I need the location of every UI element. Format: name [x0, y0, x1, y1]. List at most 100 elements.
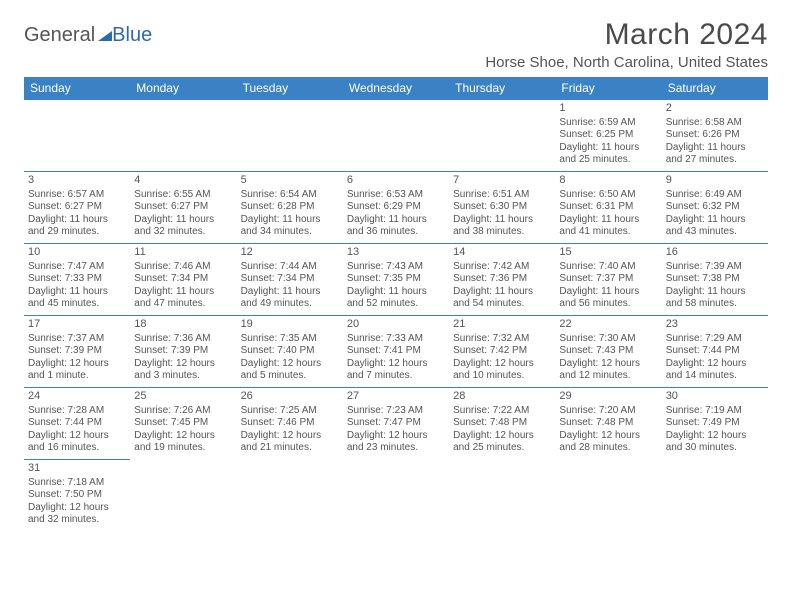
daylight-text: Daylight: 11 hours	[559, 286, 657, 299]
calendar-cell: 25Sunrise: 7:26 AMSunset: 7:45 PMDayligh…	[130, 388, 236, 460]
sunset-text: Sunset: 7:48 PM	[559, 417, 657, 430]
sunset-text: Sunset: 7:46 PM	[241, 417, 339, 430]
day-number: 5	[241, 174, 339, 188]
day-header: Tuesday	[237, 77, 343, 100]
page-title: March 2024	[485, 18, 768, 52]
day-number: 25	[134, 390, 232, 404]
calendar-cell: 4Sunrise: 6:55 AMSunset: 6:27 PMDaylight…	[130, 172, 236, 244]
daylight-text: Daylight: 11 hours	[666, 142, 764, 155]
day-number: 15	[559, 246, 657, 260]
calendar-cell: 15Sunrise: 7:40 AMSunset: 7:37 PMDayligh…	[555, 244, 661, 316]
sunrise-text: Sunrise: 6:59 AM	[559, 117, 657, 130]
day-number: 12	[241, 246, 339, 260]
sunset-text: Sunset: 6:32 PM	[666, 201, 764, 214]
sunrise-text: Sunrise: 7:32 AM	[453, 333, 551, 346]
calendar-cell: 23Sunrise: 7:29 AMSunset: 7:44 PMDayligh…	[662, 316, 768, 388]
sunrise-text: Sunrise: 6:55 AM	[134, 189, 232, 202]
day-number: 7	[453, 174, 551, 188]
day-header: Monday	[130, 77, 236, 100]
day-number: 10	[28, 246, 126, 260]
day-header: Saturday	[662, 77, 768, 100]
sunrise-text: Sunrise: 7:26 AM	[134, 405, 232, 418]
daylight-text: and 41 minutes.	[559, 226, 657, 239]
logo-text-general: General	[24, 24, 95, 47]
sunset-text: Sunset: 6:30 PM	[453, 201, 551, 214]
daylight-text: and 43 minutes.	[666, 226, 764, 239]
calendar-cell: 9Sunrise: 6:49 AMSunset: 6:32 PMDaylight…	[662, 172, 768, 244]
day-number: 11	[134, 246, 232, 260]
daylight-text: Daylight: 11 hours	[559, 214, 657, 227]
day-number: 30	[666, 390, 764, 404]
calendar-cell-empty	[343, 460, 449, 532]
daylight-text: and 16 minutes.	[28, 442, 126, 455]
sunrise-text: Sunrise: 6:57 AM	[28, 189, 126, 202]
sunset-text: Sunset: 7:49 PM	[666, 417, 764, 430]
daylight-text: and 27 minutes.	[666, 154, 764, 167]
calendar-row: 24Sunrise: 7:28 AMSunset: 7:44 PMDayligh…	[24, 388, 768, 460]
daylight-text: and 14 minutes.	[666, 370, 764, 383]
calendar-cell: 26Sunrise: 7:25 AMSunset: 7:46 PMDayligh…	[237, 388, 343, 460]
daylight-text: and 12 minutes.	[559, 370, 657, 383]
calendar-cell-empty	[24, 100, 130, 172]
calendar-header: SundayMondayTuesdayWednesdayThursdayFrid…	[24, 77, 768, 100]
sunrise-text: Sunrise: 7:36 AM	[134, 333, 232, 346]
daylight-text: and 10 minutes.	[453, 370, 551, 383]
sunrise-text: Sunrise: 7:28 AM	[28, 405, 126, 418]
calendar-cell-empty	[449, 460, 555, 532]
day-number: 29	[559, 390, 657, 404]
sunrise-text: Sunrise: 6:53 AM	[347, 189, 445, 202]
calendar-cell-empty	[237, 460, 343, 532]
daylight-text: and 38 minutes.	[453, 226, 551, 239]
sunset-text: Sunset: 6:27 PM	[28, 201, 126, 214]
sunset-text: Sunset: 6:26 PM	[666, 129, 764, 142]
sunset-text: Sunset: 6:29 PM	[347, 201, 445, 214]
sunset-text: Sunset: 7:44 PM	[666, 345, 764, 358]
day-number: 14	[453, 246, 551, 260]
daylight-text: Daylight: 12 hours	[28, 502, 126, 515]
sunset-text: Sunset: 7:40 PM	[241, 345, 339, 358]
daylight-text: and 54 minutes.	[453, 298, 551, 311]
sunset-text: Sunset: 6:31 PM	[559, 201, 657, 214]
calendar-cell: 7Sunrise: 6:51 AMSunset: 6:30 PMDaylight…	[449, 172, 555, 244]
daylight-text: Daylight: 12 hours	[559, 430, 657, 443]
daylight-text: Daylight: 12 hours	[347, 430, 445, 443]
calendar-cell: 10Sunrise: 7:47 AMSunset: 7:33 PMDayligh…	[24, 244, 130, 316]
day-number: 9	[666, 174, 764, 188]
daylight-text: and 5 minutes.	[241, 370, 339, 383]
day-number: 22	[559, 318, 657, 332]
sunrise-text: Sunrise: 7:22 AM	[453, 405, 551, 418]
daylight-text: Daylight: 12 hours	[666, 358, 764, 371]
calendar-cell: 12Sunrise: 7:44 AMSunset: 7:34 PMDayligh…	[237, 244, 343, 316]
calendar-cell: 5Sunrise: 6:54 AMSunset: 6:28 PMDaylight…	[237, 172, 343, 244]
day-number: 19	[241, 318, 339, 332]
daylight-text: Daylight: 11 hours	[347, 286, 445, 299]
sunrise-text: Sunrise: 7:42 AM	[453, 261, 551, 274]
day-number: 28	[453, 390, 551, 404]
calendar-cell: 18Sunrise: 7:36 AMSunset: 7:39 PMDayligh…	[130, 316, 236, 388]
sunset-text: Sunset: 7:48 PM	[453, 417, 551, 430]
logo: General Blue	[24, 24, 152, 47]
daylight-text: Daylight: 12 hours	[28, 358, 126, 371]
daylight-text: Daylight: 12 hours	[666, 430, 764, 443]
daylight-text: and 28 minutes.	[559, 442, 657, 455]
sunrise-text: Sunrise: 7:23 AM	[347, 405, 445, 418]
sunset-text: Sunset: 7:36 PM	[453, 273, 551, 286]
sunrise-text: Sunrise: 7:33 AM	[347, 333, 445, 346]
daylight-text: and 7 minutes.	[347, 370, 445, 383]
sunrise-text: Sunrise: 6:49 AM	[666, 189, 764, 202]
sunrise-text: Sunrise: 6:58 AM	[666, 117, 764, 130]
daylight-text: and 45 minutes.	[28, 298, 126, 311]
sunrise-text: Sunrise: 7:39 AM	[666, 261, 764, 274]
day-number: 24	[28, 390, 126, 404]
day-number: 2	[666, 102, 764, 116]
day-header: Wednesday	[343, 77, 449, 100]
sunrise-text: Sunrise: 6:50 AM	[559, 189, 657, 202]
calendar-cell: 30Sunrise: 7:19 AMSunset: 7:49 PMDayligh…	[662, 388, 768, 460]
daylight-text: and 56 minutes.	[559, 298, 657, 311]
daylight-text: and 3 minutes.	[134, 370, 232, 383]
calendar-cell-empty	[130, 460, 236, 532]
calendar-cell: 16Sunrise: 7:39 AMSunset: 7:38 PMDayligh…	[662, 244, 768, 316]
daylight-text: and 25 minutes.	[559, 154, 657, 167]
day-number: 17	[28, 318, 126, 332]
sunrise-text: Sunrise: 6:54 AM	[241, 189, 339, 202]
